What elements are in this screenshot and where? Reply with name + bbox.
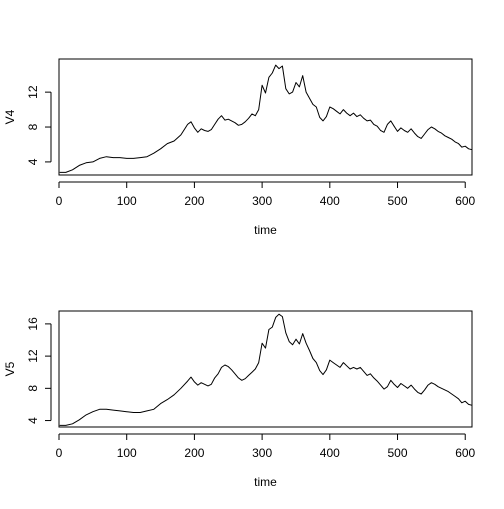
series-line: [59, 64, 473, 173]
y-axis-label: V5: [3, 361, 17, 376]
x-tick-label: 400: [320, 194, 340, 208]
series-line: [59, 313, 473, 426]
x-axis-label: time: [254, 475, 277, 489]
x-tick-label: 300: [252, 446, 272, 460]
y-tick-label: 12: [26, 85, 40, 99]
x-tick-label: 100: [117, 194, 137, 208]
x-tick-label: 400: [320, 446, 340, 460]
x-tick-label: 600: [455, 194, 475, 208]
x-axis-label: time: [254, 223, 277, 237]
plot-frame: [58, 58, 473, 176]
x-tick-label: 200: [184, 446, 204, 460]
x-tick-label: 500: [388, 194, 408, 208]
y-tick-label: 4: [26, 158, 40, 165]
x-tick-label: 100: [117, 446, 137, 460]
x-tick-label: 0: [56, 194, 63, 208]
plot-frame: [58, 310, 473, 428]
y-tick-label: 16: [26, 317, 40, 331]
x-tick-label: 0: [56, 446, 63, 460]
x-tick-label: 200: [184, 194, 204, 208]
y-tick-label: 4: [26, 417, 40, 424]
x-tick-label: 600: [455, 446, 475, 460]
y-tick-label: 8: [26, 385, 40, 392]
chart-panel-v4: 0 100 200 300 400 500 600 4 8 12 time V4: [3, 58, 476, 237]
y-axis-label: V4: [3, 109, 17, 124]
x-tick-label: 500: [388, 446, 408, 460]
x-tick-label: 300: [252, 194, 272, 208]
y-tick-label: 12: [26, 349, 40, 363]
y-tick-label: 8: [26, 123, 40, 130]
chart-panel-v5: 0 100 200 300 400 500 600 4 8 12 16 time V5: [3, 310, 476, 489]
